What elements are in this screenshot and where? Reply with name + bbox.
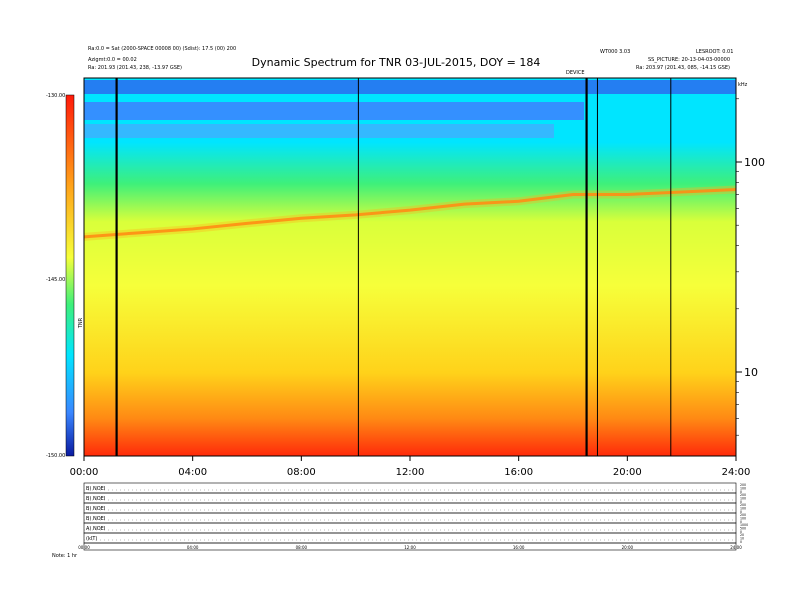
x-tick-label: 08:00 — [287, 467, 316, 478]
colorbar-bottom-label: -150.00 — [46, 453, 66, 459]
panel-scale-label: 0 — [740, 530, 742, 534]
panel-scale-label: 0 — [740, 500, 742, 504]
panel-label-4: B) NOEI — [86, 516, 106, 522]
panel-box — [83, 502, 737, 514]
header-left-line-1: Ra:0.0 = Sat (2000-SPACE 00008 00) (Sdis… — [88, 46, 237, 52]
x-tick-label: 12:00 — [396, 467, 425, 478]
data-gap-layer — [115, 78, 672, 456]
panel-scale-label: 200 — [740, 503, 746, 507]
y-tick-label: 10 — [744, 366, 758, 379]
colorbar-unit-label: TNR — [78, 317, 85, 329]
header-right-line-2: SS_PICTURE: 20-13-04-03-00000 — [648, 57, 731, 63]
panel-label-5: A) NOEI — [86, 526, 106, 532]
panel-scale-label: 100 — [740, 486, 746, 490]
panel-x-tick-label: 04:00 — [187, 545, 199, 550]
x-tick-label: 04:00 — [178, 467, 207, 478]
blue-band-top — [84, 80, 736, 94]
panel-label-1: B) NOEI — [86, 486, 106, 492]
panel-box — [83, 482, 737, 494]
panel-x-tick-label: 16:00 — [513, 545, 525, 550]
panel-x-tick-label: 00:00 — [78, 545, 90, 550]
header-left-line-2: Azigmt:0.0 = 00.02 — [88, 57, 137, 63]
panel-scale-label: 10 — [740, 536, 744, 540]
header-mid-right-label: WT000 3.03 — [600, 49, 631, 55]
y-axis-ticks: 10 100 — [736, 98, 765, 436]
panel-bottom-label: Note: 1 hr — [52, 553, 78, 559]
panel-scale-label: 200 — [740, 513, 746, 517]
panel-x-tick-label: 12:00 — [404, 545, 416, 550]
panel-scale-label: 200 — [740, 493, 746, 497]
panel-box — [83, 512, 737, 524]
colorbar — [65, 94, 75, 457]
panel-scale-label: 100 — [740, 506, 746, 510]
plasma-line-halo — [83, 185, 737, 241]
series-layer — [83, 185, 737, 241]
chart-title: Dynamic Spectrum for TNR 03-JUL-2015, DO… — [251, 56, 541, 69]
x-axis-ticks: 00:00 04:00 08:00 12:00 16:00 20:00 24:00 — [70, 456, 751, 478]
blue-band-lower — [84, 124, 554, 138]
unit-corner-label: kHz — [738, 82, 748, 88]
panel-label-6: (kIT) — [86, 536, 98, 542]
panel-label-3: B) NOEI — [86, 506, 106, 512]
panel-scale-label: 0 — [740, 490, 742, 494]
colorbar-top-label: -130.00 — [46, 93, 66, 99]
panel-box-bottom — [83, 542, 737, 551]
panel-scale-label: 100 — [740, 496, 746, 500]
panel-scale-label: 200 — [740, 483, 746, 487]
panel-label-2: B) NOEI — [86, 496, 106, 502]
header-right-line-3: Ra: 203.97 (201.43, 085, -14.15 GSE) — [636, 65, 730, 71]
x-tick-label: 16:00 — [504, 467, 533, 478]
device-label: DEVICE — [566, 70, 585, 76]
panel-x-tick-label: 08:00 — [296, 545, 308, 550]
blue-band-mid — [84, 102, 584, 120]
panel-scale-label: 100 — [740, 516, 746, 520]
header-right-line-1: LESROOT: 0.01 — [696, 49, 734, 55]
x-tick-label: 20:00 — [613, 467, 642, 478]
panel-scale-label: 500 — [740, 526, 746, 530]
y-tick-label: 100 — [744, 156, 765, 169]
x-tick-label: 24:00 — [722, 467, 751, 478]
plasma-line — [83, 187, 737, 239]
panel-scale-label: 0 — [740, 510, 742, 514]
panel-box — [83, 532, 737, 544]
panel-x-tick-label: 20:00 — [622, 545, 634, 550]
spectrogram-background — [84, 78, 736, 456]
panel-scale-label: 0 — [740, 540, 742, 544]
colorbar-mid-label: -145.00 — [46, 277, 66, 283]
header-left-line-3: Ra: 201.93 (201.43, 238, -13.97 GSE) — [88, 65, 182, 71]
panel-scale-label: 0 — [740, 520, 742, 524]
panel-box — [83, 522, 737, 534]
panel-scale-label: 1000 — [740, 523, 748, 527]
housekeeping-panels: 2001000200100020010002001000100050002010… — [78, 482, 748, 551]
x-tick-label: 00:00 — [70, 467, 99, 478]
panel-box — [83, 492, 737, 504]
panel-scale-label: 20 — [740, 533, 744, 537]
panel-x-tick-label: 24:00 — [730, 545, 742, 550]
